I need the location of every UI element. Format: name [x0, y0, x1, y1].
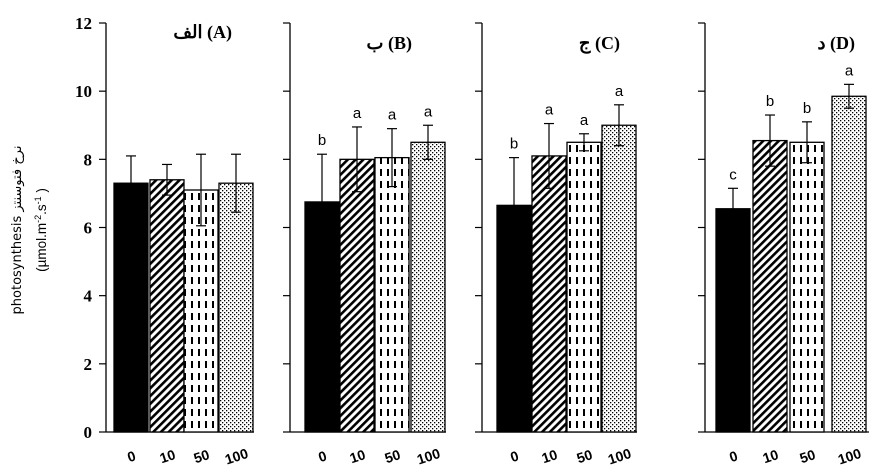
significance-letter: c: [729, 166, 737, 183]
panel-1: 0 2 4 6 8 10 12 0 10 50 100 الف (A): [75, 14, 254, 467]
panel-3: b 0 a 10 a 50 a 100 ج (C): [475, 22, 637, 467]
y-tick-label: 8: [84, 150, 93, 169]
bar-50: [789, 141, 825, 433]
bar-100: [218, 182, 254, 433]
x-tick-label: 100: [606, 445, 633, 466]
significance-letter: a: [353, 105, 362, 122]
y-axis-label-line1: photosynthesis نرخ فتوسنتز: [10, 146, 25, 315]
significance-letter: a: [424, 103, 433, 120]
bar-0: [113, 182, 149, 433]
x-tick-label: 50: [798, 446, 818, 466]
y-tick-label: 6: [84, 219, 93, 238]
bar-50: [183, 189, 219, 433]
panel-2: b 0 a 10 a 50 a 100 ب (B): [283, 22, 446, 467]
x-tick-label: 50: [575, 446, 595, 466]
y-axis-label-line2: (µmol.m-2.s-1 ): [33, 188, 49, 272]
bar-10: [339, 158, 375, 433]
x-tick-label: 100: [415, 445, 442, 466]
significance-letter: a: [845, 62, 854, 79]
panel-title: ب (B): [367, 33, 412, 54]
bar-100: [601, 124, 637, 433]
significance-letter: a: [545, 102, 554, 119]
y-tick-label: 4: [84, 287, 93, 306]
significance-letter: b: [803, 100, 811, 117]
bar-100: [410, 141, 446, 433]
x-tick-label: 0: [316, 447, 329, 465]
bar-50: [566, 141, 602, 433]
x-tick-label: 10: [540, 446, 560, 466]
panel-title: د (D): [817, 33, 855, 54]
x-tick-label: 10: [761, 446, 781, 466]
significance-letter: a: [580, 112, 589, 129]
y-tick-label: 10: [75, 82, 92, 101]
x-tick-label: 0: [727, 447, 740, 465]
x-tick-label: 50: [383, 446, 403, 466]
y-tick-label: 0: [84, 423, 93, 442]
bar-10: [149, 179, 185, 433]
panel-title: الف (A): [173, 22, 232, 43]
significance-letter: b: [766, 93, 774, 110]
significance-letter: a: [388, 107, 397, 124]
x-tick-label: 100: [836, 445, 863, 466]
x-tick-label: 10: [348, 446, 368, 466]
y-axis-label: photosynthesis نرخ فتوسنتز (µmol.m-2.s-1…: [10, 146, 49, 315]
x-tick-label: 50: [192, 446, 212, 466]
bar-0: [715, 208, 751, 433]
x-tick-label: 100: [223, 445, 250, 466]
panel-title: ج (C): [579, 33, 620, 54]
y-tick-label: 2: [84, 355, 93, 374]
significance-letter: a: [615, 83, 624, 100]
x-tick-label: 10: [158, 446, 178, 466]
y-tick-label: 12: [75, 14, 92, 33]
bar-10: [531, 155, 567, 433]
significance-letter: b: [318, 132, 326, 149]
bar-50: [374, 156, 410, 433]
panel-4: c 0 b 10 b 50 a 100 د (D): [698, 22, 869, 467]
bar-10: [752, 139, 788, 433]
significance-letter: b: [510, 136, 518, 153]
bar-100: [831, 95, 867, 433]
x-tick-label: 0: [125, 447, 138, 465]
x-tick-label: 0: [508, 447, 521, 465]
